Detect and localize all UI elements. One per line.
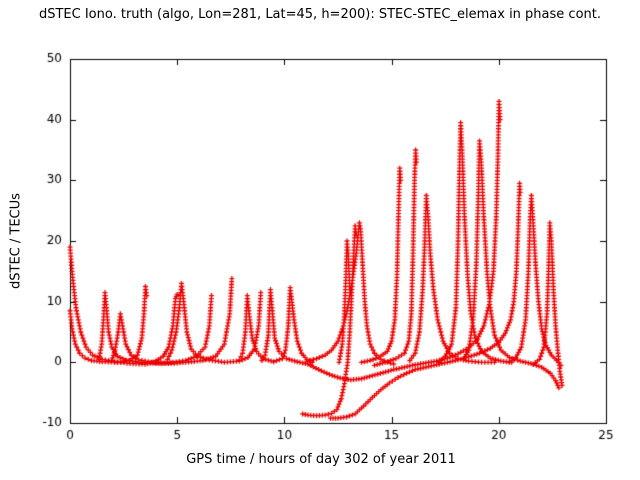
- chart-title: dSTEC Iono. truth (algo, Lon=281, Lat=45…: [38, 7, 601, 22]
- x-axis-label: GPS time / hours of day 302 of year 2011: [186, 452, 456, 467]
- y-axis-label: dSTEC / TECUs: [8, 193, 24, 289]
